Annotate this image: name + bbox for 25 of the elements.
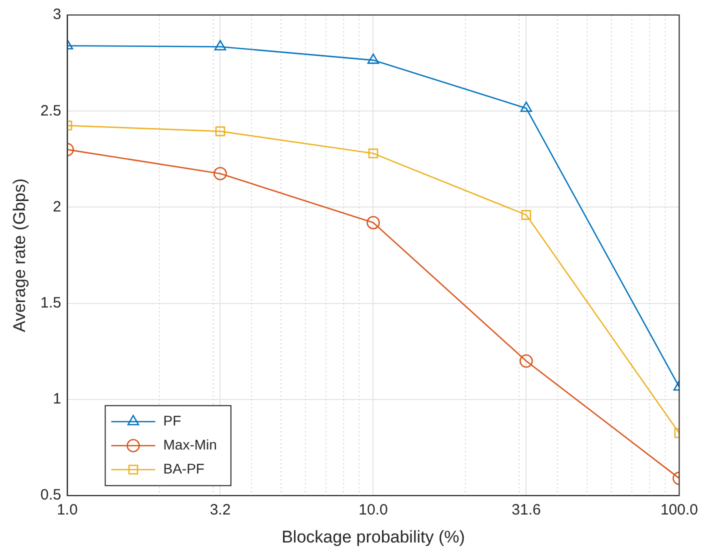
y-tick-label: 0.5 [40,486,62,504]
point [368,148,378,158]
legend-label: BA-PF [163,460,204,476]
y-tick-label: 2 [52,198,62,216]
point [520,102,532,112]
y-tick-label: 1 [52,390,62,408]
point [215,126,226,136]
x-tick-label: 100.0 [660,502,698,519]
point [367,54,380,64]
y-tick-label: 2.5 [40,102,62,120]
x-tick-label: 31.6 [512,502,541,519]
point [520,354,533,368]
legend-label: PF [163,412,182,428]
y-axis-title: Average rate (Gbps) [10,178,29,332]
x-axis-title: Blockage probability (%) [282,527,465,546]
x-tick-label: 3.2 [210,502,231,519]
x-tick-label: 10.0 [358,502,388,519]
x-tick-label: 1.0 [56,502,78,519]
point [214,40,226,50]
point [366,216,380,230]
legend-label: Max-Min [163,436,217,452]
y-tick-label: 1.5 [40,294,62,312]
point [521,210,532,220]
point [214,166,227,180]
y-tick-label: 3 [52,6,62,24]
